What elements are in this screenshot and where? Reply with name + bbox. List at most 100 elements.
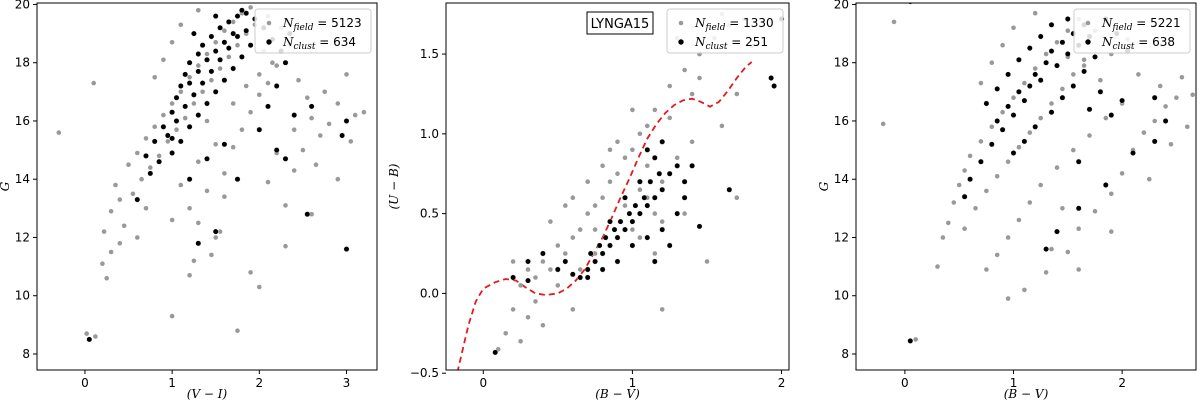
y-tick-label: 18: [15, 56, 30, 70]
cluster-point: [637, 178, 643, 185]
cluster-point: [169, 135, 176, 142]
field-point: [734, 91, 740, 97]
field-point: [326, 121, 332, 127]
cluster-point: [1010, 150, 1017, 156]
cluster-point: [143, 152, 149, 159]
field-point: [196, 159, 201, 164]
field-point: [1038, 182, 1043, 188]
cluster-point: [681, 194, 688, 201]
field-point: [230, 19, 236, 25]
cluster-point: [644, 202, 651, 209]
cluster-point: [186, 59, 193, 66]
cluster-point: [641, 194, 648, 201]
field-point: [1109, 229, 1114, 234]
cluster-point: [994, 118, 1001, 124]
cluster-name-box: LYNGA15: [586, 11, 654, 35]
field-point: [600, 163, 605, 169]
field-point: [659, 307, 665, 312]
cluster-point: [256, 126, 263, 133]
cluster-point: [696, 223, 703, 230]
cluster-point: [195, 240, 202, 247]
field-point: [265, 80, 271, 86]
field-point: [622, 155, 628, 161]
cluster-point: [339, 132, 345, 139]
field-point: [139, 176, 144, 182]
field-point: [117, 241, 123, 246]
cluster-point: [525, 258, 531, 265]
y-tick-label: 8: [22, 347, 30, 361]
legend-entry: Nfield = 5221: [1101, 16, 1181, 33]
plot-area: [56, 5, 367, 343]
cluster-point: [651, 258, 658, 265]
field-point: [585, 179, 590, 184]
field-point: [1000, 109, 1005, 115]
field-point: [1071, 72, 1076, 77]
field-point: [1065, 249, 1071, 255]
field-point: [674, 155, 680, 161]
field-point: [248, 270, 253, 275]
cluster-point: [554, 266, 561, 273]
field-point: [156, 153, 162, 159]
field-point: [222, 194, 227, 199]
field-point: [1032, 66, 1038, 71]
x-axis-label: (V − I): [187, 387, 228, 401]
field-point: [592, 203, 598, 208]
cluster-point: [614, 258, 621, 265]
field-point: [645, 163, 650, 169]
field-point: [645, 123, 650, 129]
field-point: [348, 139, 354, 144]
cluster-point: [234, 33, 241, 40]
cluster-point: [587, 250, 594, 257]
cluster-point: [1021, 97, 1028, 104]
field-point: [1185, 124, 1190, 130]
plot-area: [880, 3, 1195, 344]
cluster-point: [540, 250, 546, 257]
cluster-point: [1130, 150, 1136, 156]
field-point: [230, 101, 236, 106]
cluster-point: [596, 242, 603, 249]
x-tick-label: 1: [629, 376, 637, 390]
field-point: [951, 200, 957, 205]
cluster-point: [221, 141, 228, 148]
y-tick-label: 16: [834, 114, 849, 128]
cluster-point: [1010, 112, 1017, 119]
field-point: [104, 276, 109, 281]
cluster-point: [1092, 54, 1098, 60]
field-point: [1000, 42, 1005, 48]
x-tick-label: 3: [343, 376, 351, 390]
field-point: [630, 227, 635, 232]
cluster-point: [599, 266, 606, 273]
field-point: [108, 209, 114, 214]
cluster-point: [659, 226, 666, 233]
field-point: [135, 150, 140, 156]
field-point: [1109, 191, 1114, 197]
cluster-point: [656, 170, 663, 177]
field-point: [1038, 115, 1043, 121]
field-point: [101, 229, 107, 234]
field-point: [204, 51, 210, 57]
field-point: [962, 168, 967, 173]
field-point: [230, 144, 236, 150]
cluster-point: [607, 218, 613, 225]
cluster-point: [510, 274, 516, 281]
series-field: [880, 10, 1195, 342]
field-point: [637, 187, 643, 192]
y-tick-label: 14: [15, 172, 30, 186]
field-point: [1054, 40, 1060, 45]
field-point: [652, 107, 658, 113]
cluster-point: [234, 13, 241, 20]
field-point: [126, 162, 131, 167]
field-point: [570, 307, 576, 312]
y-tick-label: 10: [834, 289, 849, 303]
field-point: [615, 139, 620, 145]
cluster-point: [768, 75, 774, 81]
cluster-point: [86, 336, 93, 343]
field-point: [935, 264, 940, 269]
field-point: [274, 63, 280, 68]
field-point: [592, 227, 598, 232]
field-point: [1081, 63, 1087, 68]
field-point: [361, 109, 367, 115]
x-tick-label: 1: [1010, 376, 1018, 390]
y-tick-label: 12: [15, 230, 30, 244]
